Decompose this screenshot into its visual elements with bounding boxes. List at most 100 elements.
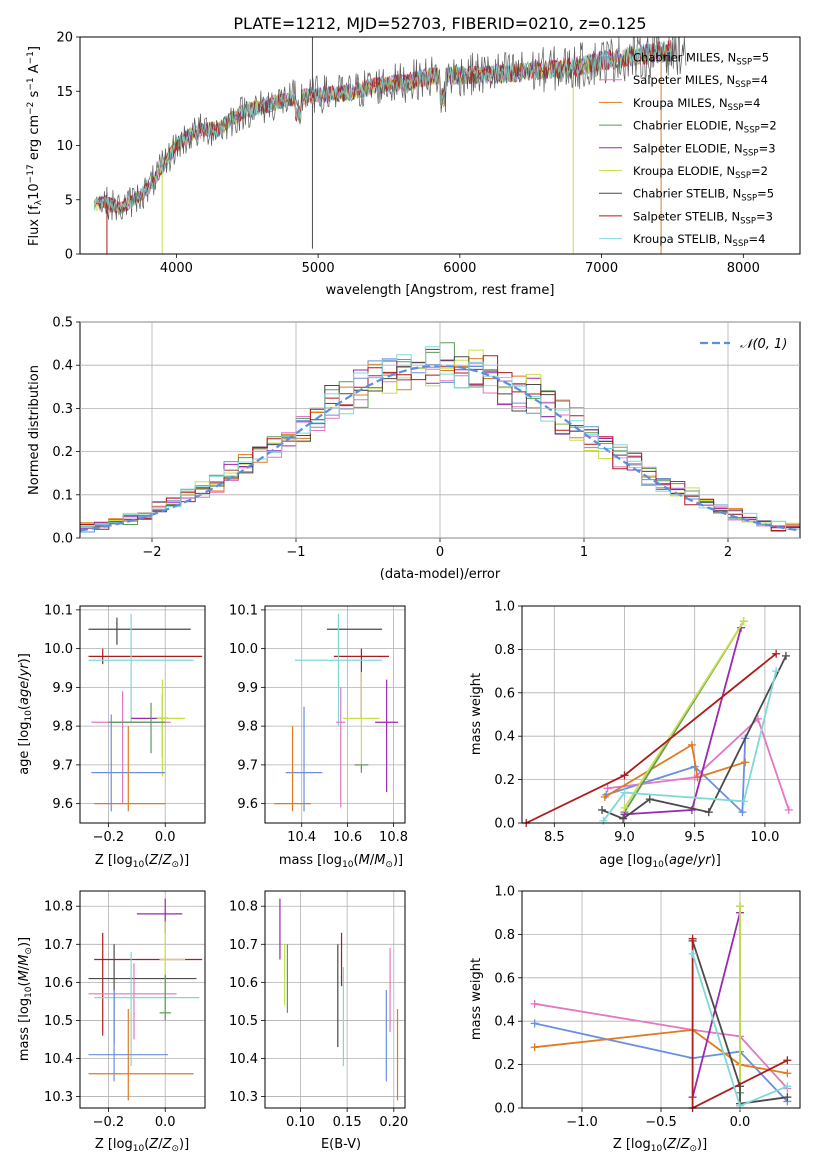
y-tick-label: 0.5	[52, 316, 73, 331]
y-tick-label: 0.8	[494, 643, 515, 658]
x-tick-label: 0.20	[379, 1115, 408, 1130]
y-tick-label: 10.4	[229, 1052, 258, 1067]
mass-weight-line	[602, 670, 777, 822]
y-tick-label: 0.2	[52, 445, 73, 460]
spectrum-ylabel: Flux [fλ10−17 erg cm−2 s−1 A−1]	[26, 46, 44, 246]
x-tick-label: 6000	[443, 261, 476, 276]
spectrum-legend-label: Salpeter ELODIE, NSSP=3	[633, 141, 776, 158]
y-tick-label: 10.3	[229, 1090, 258, 1105]
y-tick-label: 10.7	[44, 938, 73, 953]
y-tick-label: 9.9	[237, 681, 258, 696]
age-Z-ylabel: age [log10(age/yr)]	[17, 653, 34, 775]
x-tick-label: 10.8	[379, 830, 408, 845]
x-tick-label: 0.0	[155, 1115, 176, 1130]
x-tick-label: 10.4	[287, 830, 316, 845]
y-tick-label: 10.7	[229, 938, 258, 953]
panel-frame	[521, 605, 801, 824]
mass-vs-ebv-panel: 0.10 0.15 0.20 10.3 10.4 10.5 10.6 10.7 10.8	[229, 890, 408, 1130]
residual-xlabel: (data-model)/error	[380, 567, 501, 582]
x-tick-label: 2	[724, 545, 732, 560]
spectrum-legend-label: Kroupa ELODIE, NSSP=2	[633, 164, 768, 181]
y-tick-label: 0.6	[494, 971, 515, 986]
y-tick-label: 10.1	[44, 603, 73, 618]
y-tick-label: 10.5	[44, 1014, 73, 1029]
age-Z-xlabel: Z [log10(Z/Z⊙)]	[95, 853, 189, 870]
x-tick-label: −1.0	[566, 1115, 598, 1130]
y-tick-label: 9.6	[52, 797, 73, 812]
spectrum-legend-label: Kroupa MILES, NSSP=4	[633, 96, 760, 113]
spectrum-legend-label: Chabrier MILES, NSSP=5	[633, 51, 769, 68]
x-tick-label: 0.0	[155, 830, 176, 845]
mass-weight-line	[624, 627, 742, 816]
spectrum-legend-label: Chabrier ELODIE, NSSP=2	[633, 119, 777, 136]
y-tick-label: 0.8	[494, 928, 515, 943]
residual-ylabel: Normed distribution	[27, 365, 42, 495]
panel-frame	[79, 890, 206, 1109]
mass-vs-Z-panel: −0.2 0.0 10.3 10.4 10.5 10.6 10.7 10.8	[44, 890, 206, 1130]
spectrum-legend-label: Salpeter STELIB, NSSP=3	[633, 209, 773, 226]
y-tick-label: 0.2	[494, 1058, 515, 1073]
mass-weight-line	[691, 912, 741, 1098]
y-tick-label: 9.8	[52, 720, 73, 735]
spectrum-series-line	[93, 39, 673, 213]
mass-weight-line	[691, 940, 788, 1105]
y-tick-label: 9.7	[52, 758, 73, 773]
y-tick-label: 0.0	[494, 817, 515, 832]
y-tick-label: 0.0	[494, 1102, 515, 1117]
y-tick-label: 1.0	[494, 885, 515, 900]
x-tick-label: 9.5	[684, 830, 705, 845]
x-tick-label: 1	[580, 545, 588, 560]
y-tick-label: 10.3	[44, 1090, 73, 1105]
residual-panel: −2 −1 0 1 2 0.0 0.1 0.2 0.3 0.4 0.5 𝒩(0, 1) (data-…	[27, 316, 801, 582]
panel-frame	[79, 605, 206, 824]
x-tick-label: 0	[436, 545, 444, 560]
y-tick-label: 15	[56, 85, 73, 100]
x-tick-label: −1	[286, 545, 305, 560]
x-tick-label: 8000	[727, 261, 760, 276]
x-tick-label: 0.10	[286, 1115, 315, 1130]
mass-weight-line	[534, 1022, 789, 1103]
y-tick-label: 0.0	[52, 532, 73, 547]
mass-weight-line	[525, 652, 777, 824]
figure-title: PLATE=1212, MJD=52703, FIBERID=0210, z=0…	[233, 14, 646, 33]
x-tick-label: 4000	[160, 261, 193, 276]
y-tick-label: 10.8	[229, 900, 258, 915]
mass-weight-vs-age-panel: 8.5 9.0 9.5 10.0 0.0 0.2 0.4 0.6 0.8 1.0	[494, 600, 801, 845]
mw-Z-xlabel: Z [log10(Z/Z⊙)]	[613, 1137, 707, 1154]
mass-weight-line	[607, 717, 790, 811]
spectrum-xlabel: wavelength [Angstrom, rest frame]	[326, 283, 555, 298]
spectrum-legend: Chabrier MILES, NSSP=5 Salpeter MILES, NS…	[599, 51, 777, 249]
x-tick-label: 0.15	[333, 1115, 362, 1130]
x-tick-label: 5000	[302, 261, 335, 276]
y-tick-label: 1.0	[494, 600, 515, 615]
y-tick-label: 10.4	[44, 1052, 73, 1067]
x-tick-label: 10.6	[333, 830, 362, 845]
y-tick-label: 10.6	[44, 976, 73, 991]
y-tick-label: 10.0	[229, 642, 258, 657]
panel-frame	[521, 890, 801, 1109]
y-tick-label: 0.4	[52, 359, 73, 374]
x-tick-label: 8.5	[544, 830, 565, 845]
x-tick-label: 9.0	[614, 830, 635, 845]
mass-weight-line	[534, 1028, 788, 1075]
age-vs-mass-panel: 10.4 10.6 10.8 9.6 9.7 9.8 9.9 10.0 10.1	[229, 603, 408, 845]
y-tick-label: 9.6	[237, 797, 258, 812]
spectrum-legend-label: Kroupa STELIB, NSSP=4	[633, 232, 765, 249]
y-tick-label: 0	[65, 248, 73, 263]
x-tick-label: −2	[142, 545, 161, 560]
y-tick-label: 10.1	[229, 603, 258, 618]
mass-weight-vs-Z-panel: −1.0 −0.5 0.0 0.0 0.2 0.4 0.6 0.8 1.0	[494, 885, 801, 1130]
x-tick-label: −0.2	[93, 830, 125, 845]
y-tick-label: 20	[56, 31, 73, 46]
y-tick-label: 10.0	[44, 642, 73, 657]
mass-Z-ylabel: mass [log10(M/M⊙)]	[17, 937, 34, 1061]
y-tick-label: 0.1	[52, 488, 73, 503]
spectrum-panel: 4000 5000 6000 7000 8000 0 5 10 15 20 Chabrier MI…	[26, 31, 801, 298]
y-tick-label: 0.3	[52, 402, 73, 417]
mass-weight-line	[605, 738, 747, 815]
age-mass-xlabel: mass [log10(M/M⊙)]	[279, 853, 403, 870]
spectrum-legend-label: Chabrier STELIB, NSSP=5	[633, 187, 774, 204]
y-tick-label: 9.7	[237, 758, 258, 773]
y-tick-label: 0.4	[494, 1015, 515, 1030]
